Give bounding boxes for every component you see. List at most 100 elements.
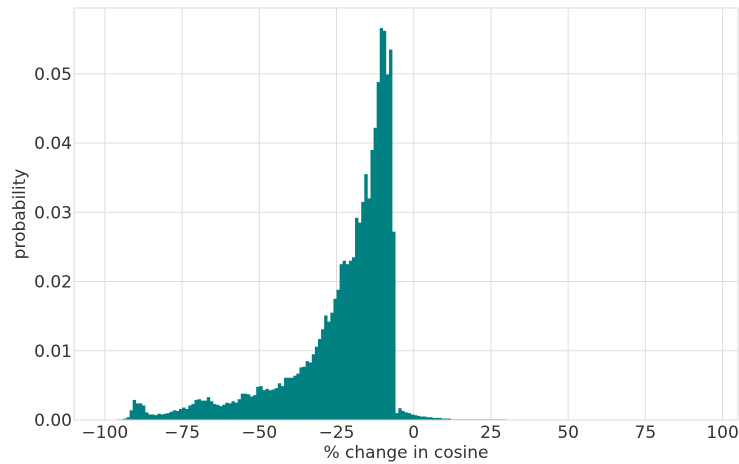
- histogram-bar: [410, 414, 415, 420]
- histogram-bar: [274, 388, 279, 420]
- histogram-bar: [398, 408, 402, 420]
- grid-lines: [74, 8, 738, 421]
- histogram-bar: [234, 402, 238, 420]
- x-tick-label: −25: [319, 423, 355, 443]
- histogram-bar: [206, 397, 211, 420]
- histogram-bar: [299, 367, 303, 420]
- histogram-bar: [358, 222, 362, 420]
- histogram-bar: [392, 231, 396, 420]
- y-axis-label: probability: [10, 169, 30, 260]
- histogram-bar: [280, 386, 285, 420]
- histogram-bar: [429, 417, 433, 420]
- histogram-bar: [225, 402, 229, 420]
- histogram-bar: [145, 412, 149, 420]
- histogram-bar: [416, 415, 421, 420]
- histogram-bar: [324, 315, 328, 420]
- histogram-bar: [138, 403, 143, 420]
- x-tick-label: 75: [635, 423, 657, 443]
- histogram-bar: [194, 399, 198, 420]
- histogram-bar: [268, 390, 272, 420]
- histogram-bar: [216, 404, 220, 420]
- y-tick-label: 0.05: [34, 65, 72, 85]
- histogram-bar: [314, 346, 319, 420]
- histogram-bar: [441, 418, 445, 420]
- histogram-bar: [212, 404, 217, 420]
- histogram-bars: [117, 28, 507, 421]
- histogram-bar: [336, 289, 340, 420]
- histogram-bar: [308, 362, 313, 420]
- histogram-bar: [432, 417, 436, 420]
- histogram-bar: [327, 321, 331, 420]
- histogram-bar: [129, 410, 133, 420]
- histogram-bar: [447, 418, 452, 420]
- histogram-bar: [141, 405, 146, 420]
- x-tick-label: 100: [706, 423, 738, 443]
- histogram-bar: [237, 399, 242, 420]
- histogram-bar: [191, 404, 195, 420]
- histogram-bar: [166, 413, 171, 420]
- histogram-bar: [376, 82, 381, 420]
- histogram-bar: [348, 260, 353, 420]
- histogram-bar: [250, 396, 254, 420]
- histogram-bar: [240, 393, 245, 420]
- histogram-bar: [317, 338, 322, 420]
- x-tick-label: 25: [480, 423, 502, 443]
- histogram-bar: [435, 417, 439, 420]
- histogram-bar: [200, 400, 205, 420]
- histogram-bar: [426, 417, 430, 420]
- x-tick-label: 50: [557, 423, 579, 443]
- y-tick-label: 0.04: [34, 134, 72, 154]
- histogram-bar: [188, 405, 192, 420]
- y-tick-labels: 0.00 0.01 0.02 0.03 0.04 0.05: [34, 65, 72, 431]
- histogram-bar: [342, 260, 347, 420]
- histogram-bar: [438, 417, 442, 420]
- histogram-bar: [401, 410, 405, 420]
- histogram-bar: [197, 399, 201, 420]
- histogram-bar: [231, 401, 235, 420]
- histogram-bar: [395, 413, 399, 420]
- histogram-bar: [259, 386, 263, 420]
- x-tick-label: 0: [408, 423, 419, 443]
- histogram-bar: [351, 257, 356, 420]
- histogram-bar: [126, 417, 130, 420]
- histogram-bar: [407, 413, 411, 420]
- histogram-bar: [175, 410, 180, 420]
- histogram-bar: [182, 407, 186, 420]
- histogram-bar: [253, 395, 257, 420]
- histogram-bar: [132, 399, 137, 420]
- x-tick-label: −100: [82, 423, 129, 443]
- histogram-bar: [265, 388, 269, 420]
- x-tick-label: −50: [241, 423, 277, 443]
- histogram-bar: [185, 408, 189, 420]
- histogram-bar: [305, 361, 310, 420]
- histogram-bar: [243, 393, 248, 420]
- y-tick-label: 0.02: [34, 273, 72, 293]
- histogram-bar: [345, 264, 350, 420]
- histogram-bar: [422, 416, 427, 420]
- x-axis-label: % change in cosine: [324, 443, 489, 463]
- histogram-bar: [157, 413, 161, 420]
- histogram-bar: [179, 408, 183, 420]
- histogram-bar: [284, 377, 288, 420]
- histogram-bar: [287, 377, 291, 420]
- histogram-bar: [296, 373, 300, 420]
- histogram-bar: [172, 410, 177, 420]
- histogram-bar: [419, 416, 424, 420]
- histogram-bar: [293, 375, 297, 420]
- histogram-bar: [367, 198, 371, 420]
- histogram-bar: [262, 390, 266, 420]
- x-tick-label: −75: [164, 423, 200, 443]
- histogram-bar: [330, 312, 334, 420]
- histogram-bar: [219, 406, 223, 420]
- histogram-bar: [151, 414, 155, 420]
- histogram-bar: [135, 403, 140, 420]
- histogram-bar: [413, 415, 418, 420]
- histogram-bar: [169, 411, 174, 420]
- histogram-bar: [160, 414, 164, 420]
- histogram-bar: [321, 329, 325, 420]
- histogram-bar: [311, 354, 316, 420]
- histogram-bar: [364, 174, 368, 420]
- histogram-bar: [385, 74, 390, 421]
- histogram-bar: [271, 389, 276, 420]
